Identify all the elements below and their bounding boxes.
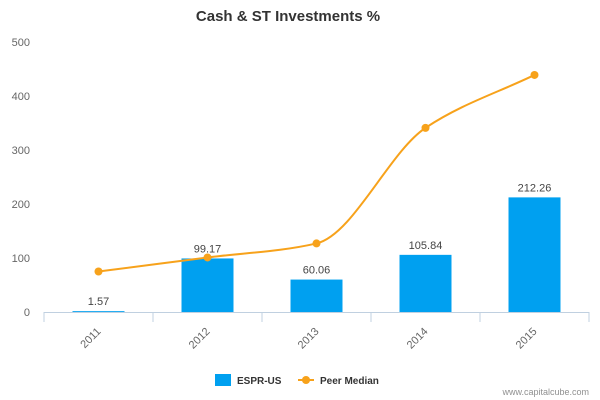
legend-item-peer-median[interactable]: Peer Median xyxy=(298,376,379,387)
line-point xyxy=(421,123,430,132)
x-tick-label: 2013 xyxy=(296,326,322,352)
bar xyxy=(72,311,125,312)
credit-text: www.capitalcube.com xyxy=(501,387,589,397)
bar xyxy=(508,197,561,312)
bar xyxy=(181,258,234,312)
x-tick-label: 2011 xyxy=(78,326,103,351)
x-axis: 2011 2012 2013 2014 2015 xyxy=(43,312,590,352)
bar-data-label: 1.57 xyxy=(88,296,109,308)
bar-data-label: 212.26 xyxy=(518,182,552,194)
bar-data-label: 60.06 xyxy=(303,265,331,277)
y-tick-label: 0 xyxy=(24,307,30,319)
y-tick-label: 400 xyxy=(12,91,30,103)
bar-series xyxy=(72,197,561,312)
bar-data-label: 99.17 xyxy=(194,243,222,255)
y-tick-label: 200 xyxy=(12,199,30,211)
chart-title: Cash & ST Investments % xyxy=(196,8,380,25)
bar xyxy=(290,279,343,312)
peer-median-line xyxy=(98,74,535,273)
bar-data-label: 105.84 xyxy=(409,240,443,252)
legend[interactable]: ESPR-US Peer Median xyxy=(215,374,379,387)
legend-item-espr[interactable]: ESPR-US xyxy=(215,374,282,387)
y-axis: 0 100 200 300 400 500 xyxy=(12,37,30,319)
x-tick-label: 2015 xyxy=(514,326,540,352)
legend-swatch-marker xyxy=(302,376,310,384)
legend-label: ESPR-US xyxy=(237,376,282,387)
legend-label: Peer Median xyxy=(320,376,379,387)
line-point xyxy=(312,239,321,248)
x-tick-label: 2012 xyxy=(187,326,213,352)
y-tick-label: 100 xyxy=(12,253,30,265)
y-tick-label: 300 xyxy=(12,145,30,157)
line-point xyxy=(94,267,103,276)
line-point xyxy=(203,253,212,262)
x-tick-label: 2014 xyxy=(405,326,431,352)
bar xyxy=(399,254,452,312)
legend-swatch-bar xyxy=(215,374,231,386)
line-point xyxy=(530,70,539,79)
y-tick-label: 500 xyxy=(12,37,30,49)
line-series xyxy=(94,70,539,276)
bar-data-labels: 1.57 99.17 60.06 105.84 212.26 xyxy=(88,182,552,308)
